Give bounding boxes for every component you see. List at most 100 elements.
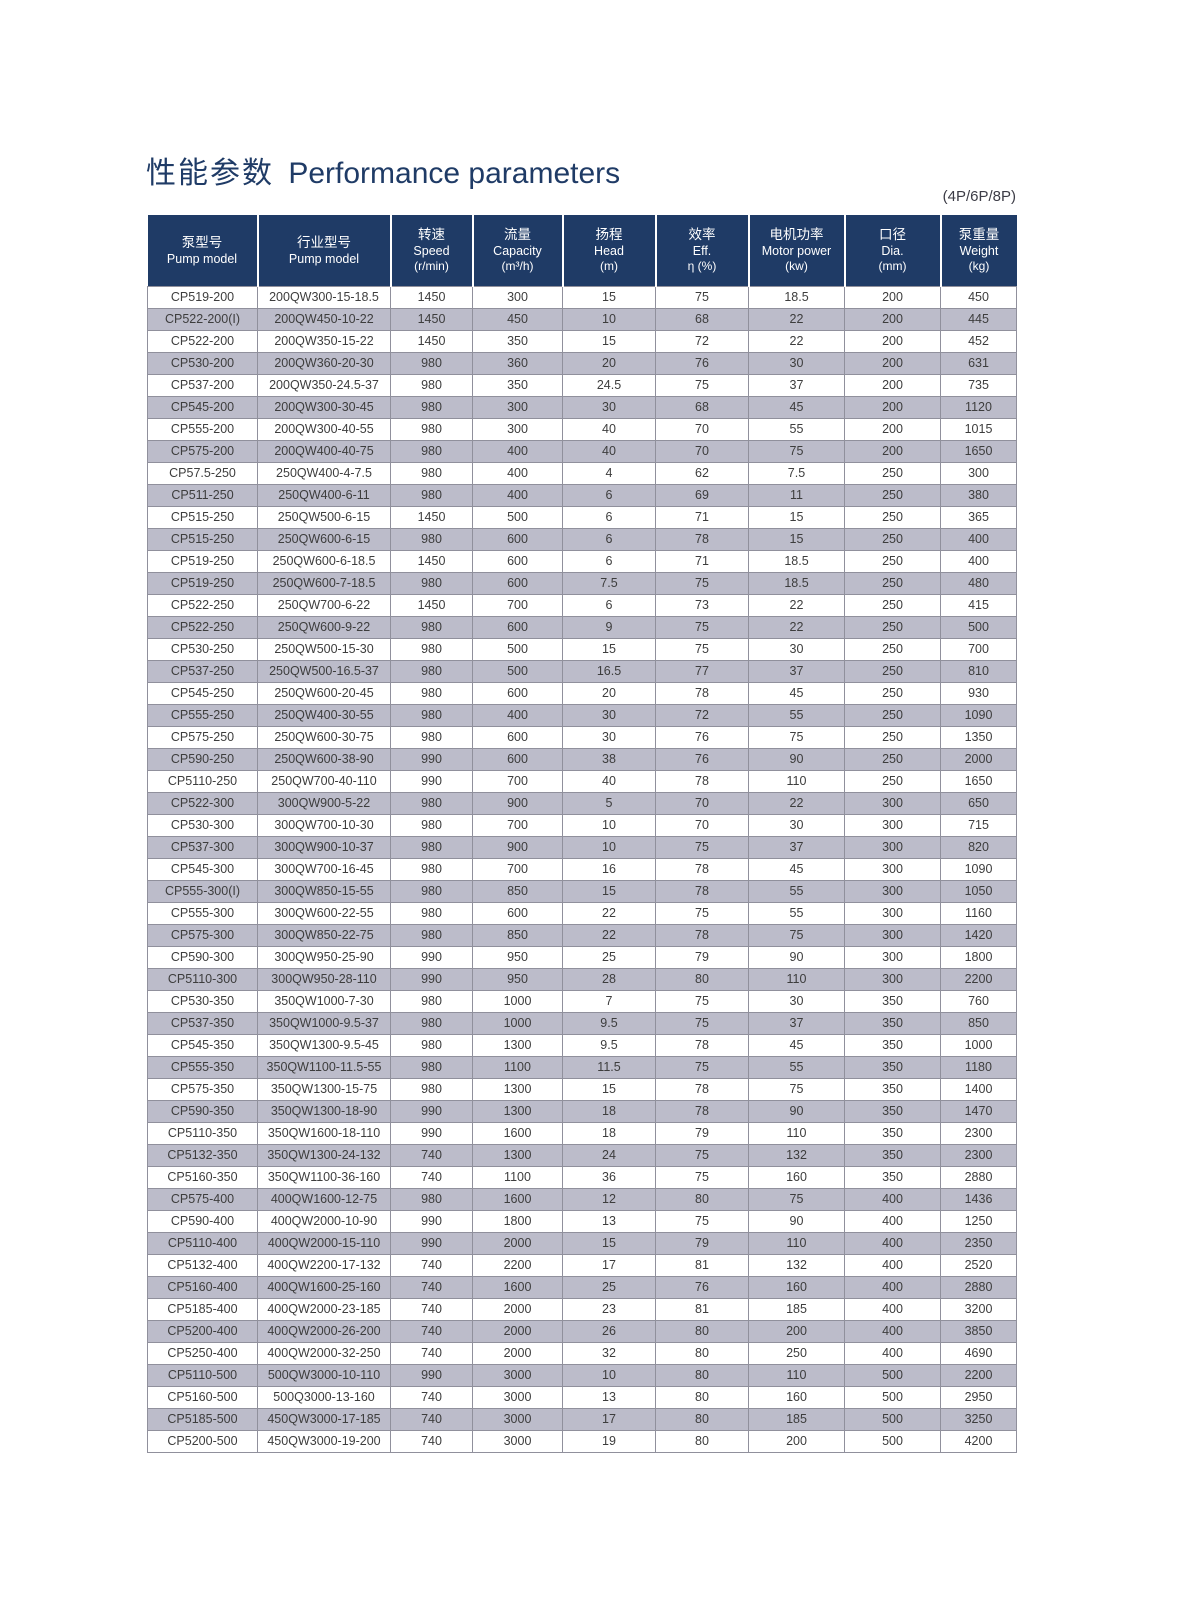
table-cell-pump-model: CP590-300 xyxy=(147,945,258,969)
table-cell-motor-power: 15 xyxy=(748,505,845,529)
table-cell-motor-power: 75 xyxy=(748,1187,845,1211)
table-row: CP522-200(I) 200QW450-10-22 1450 450 10 68 22 2… xyxy=(147,307,1017,331)
col-header-pump-model-zh: 泵型号 xyxy=(181,234,223,250)
table-cell-diameter: 300 xyxy=(844,835,941,859)
table-cell-head: 18 xyxy=(562,1099,656,1123)
table-cell-efficiency: 72 xyxy=(655,329,749,353)
table-cell-diameter: 300 xyxy=(844,901,941,925)
table-cell-head: 6 xyxy=(562,527,656,551)
table-cell-diameter: 250 xyxy=(844,747,941,771)
table-cell-pump-model: CP590-350 xyxy=(147,1099,258,1123)
table-body: CP519-200 200QW300-15-18.5 1450 300 15 75 18.5… xyxy=(147,285,1017,1453)
table-row: CP5185-400 400QW2000-23-185 740 2000 23 81 185… xyxy=(147,1297,1017,1321)
table-cell-speed: 740 xyxy=(390,1407,473,1431)
table-cell-head: 40 xyxy=(562,417,656,441)
table-cell-capacity: 3000 xyxy=(472,1407,563,1431)
table-cell-diameter: 250 xyxy=(844,593,941,617)
table-cell-speed: 980 xyxy=(390,791,473,815)
table-cell-pump-model: CP519-200 xyxy=(147,285,258,309)
col-header-diameter-unit: (mm) xyxy=(878,259,907,274)
table-cell-pump-model: CP5110-400 xyxy=(147,1231,258,1255)
table-cell-diameter: 200 xyxy=(844,329,941,353)
table-row: CP5185-500 450QW3000-17-185 740 3000 17 80 185… xyxy=(147,1407,1017,1431)
page-title-english: Performance parameters xyxy=(288,157,621,190)
table-cell-pump-model: CP537-200 xyxy=(147,373,258,397)
table-cell-weight: 2300 xyxy=(940,1121,1017,1145)
table-cell-speed: 980 xyxy=(390,461,473,485)
table-cell-motor-power: 55 xyxy=(748,417,845,441)
table-cell-diameter: 250 xyxy=(844,615,941,639)
table-cell-motor-power: 110 xyxy=(748,1121,845,1145)
table-cell-industry-model: 250QW600-30-75 xyxy=(257,725,391,749)
table-cell-efficiency: 81 xyxy=(655,1297,749,1321)
table-cell-pump-model: CP522-200(I) xyxy=(147,307,258,331)
table-cell-pump-model: CP519-250 xyxy=(147,571,258,595)
table-cell-speed: 990 xyxy=(390,1363,473,1387)
col-header-speed-en: Speed xyxy=(413,244,450,259)
table-cell-head: 6 xyxy=(562,593,656,617)
table-cell-head: 7.5 xyxy=(562,571,656,595)
table-cell-capacity: 3000 xyxy=(472,1385,563,1409)
table-cell-diameter: 250 xyxy=(844,527,941,551)
table-cell-motor-power: 200 xyxy=(748,1429,845,1453)
table-cell-head: 30 xyxy=(562,395,656,419)
table-cell-pump-model: CP5160-400 xyxy=(147,1275,258,1299)
table-row: CP519-250 250QW600-6-18.5 1450 600 6 71 18.5 25… xyxy=(147,549,1017,573)
table-cell-speed: 740 xyxy=(390,1165,473,1189)
table-cell-efficiency: 78 xyxy=(655,923,749,947)
table-cell-speed: 980 xyxy=(390,1055,473,1079)
table-cell-speed: 1450 xyxy=(390,285,473,309)
table-cell-capacity: 450 xyxy=(472,307,563,331)
table-cell-pump-model: CP555-300(I) xyxy=(147,879,258,903)
col-header-capacity-unit: (m³/h) xyxy=(501,259,534,274)
table-row: CP511-250 250QW400-6-11 980 400 6 69 11 250 380 xyxy=(147,483,1017,507)
table-cell-pump-model: CP575-250 xyxy=(147,725,258,749)
table-cell-pump-model: CP530-250 xyxy=(147,637,258,661)
col-header-diameter: 口径 Dia. (mm) xyxy=(844,215,942,287)
table-cell-weight: 760 xyxy=(940,989,1017,1013)
table-cell-motor-power: 75 xyxy=(748,725,845,749)
table-cell-motor-power: 90 xyxy=(748,1209,845,1233)
table-cell-weight: 1350 xyxy=(940,725,1017,749)
table-cell-capacity: 3000 xyxy=(472,1429,563,1453)
table-cell-motor-power: 22 xyxy=(748,307,845,331)
table-row: CP537-300 300QW900-10-37 980 900 10 75 37 300 82… xyxy=(147,835,1017,859)
table-cell-head: 11.5 xyxy=(562,1055,656,1079)
table-cell-diameter: 400 xyxy=(844,1275,941,1299)
table-cell-industry-model: 250QW400-30-55 xyxy=(257,703,391,727)
table-cell-motor-power: 55 xyxy=(748,1055,845,1079)
table-cell-efficiency: 76 xyxy=(655,1275,749,1299)
table-cell-industry-model: 350QW1000-9.5-37 xyxy=(257,1011,391,1035)
table-cell-diameter: 250 xyxy=(844,571,941,595)
table-cell-industry-model: 200QW300-30-45 xyxy=(257,395,391,419)
table-cell-motor-power: 90 xyxy=(748,1099,845,1123)
table-cell-capacity: 400 xyxy=(472,703,563,727)
table-cell-industry-model: 300QW950-28-110 xyxy=(257,967,391,991)
table-cell-motor-power: 22 xyxy=(748,615,845,639)
table-cell-capacity: 950 xyxy=(472,945,563,969)
table-cell-capacity: 360 xyxy=(472,351,563,375)
table-cell-speed: 1450 xyxy=(390,307,473,331)
table-cell-capacity: 1600 xyxy=(472,1187,563,1211)
table-cell-diameter: 250 xyxy=(844,703,941,727)
table-cell-capacity: 700 xyxy=(472,593,563,617)
table-cell-pump-model: CP5200-500 xyxy=(147,1429,258,1453)
table-cell-speed: 990 xyxy=(390,967,473,991)
table-cell-weight: 400 xyxy=(940,527,1017,551)
table-row: CP530-350 350QW1000-7-30 980 1000 7 75 30 350 76… xyxy=(147,989,1017,1013)
table-cell-capacity: 600 xyxy=(472,725,563,749)
table-cell-motor-power: 90 xyxy=(748,945,845,969)
table-cell-capacity: 1600 xyxy=(472,1275,563,1299)
table-cell-head: 16 xyxy=(562,857,656,881)
table-cell-capacity: 1800 xyxy=(472,1209,563,1233)
table-cell-diameter: 300 xyxy=(844,857,941,881)
table-cell-pump-model: CP5250-400 xyxy=(147,1341,258,1365)
table-cell-diameter: 400 xyxy=(844,1253,941,1277)
table-cell-diameter: 500 xyxy=(844,1407,941,1431)
table-cell-industry-model: 250QW600-6-15 xyxy=(257,527,391,551)
table-cell-weight: 2200 xyxy=(940,1363,1017,1387)
table-cell-efficiency: 75 xyxy=(655,1011,749,1035)
table-cell-weight: 1050 xyxy=(940,879,1017,903)
table-cell-head: 23 xyxy=(562,1297,656,1321)
table-cell-pump-model: CP522-250 xyxy=(147,615,258,639)
